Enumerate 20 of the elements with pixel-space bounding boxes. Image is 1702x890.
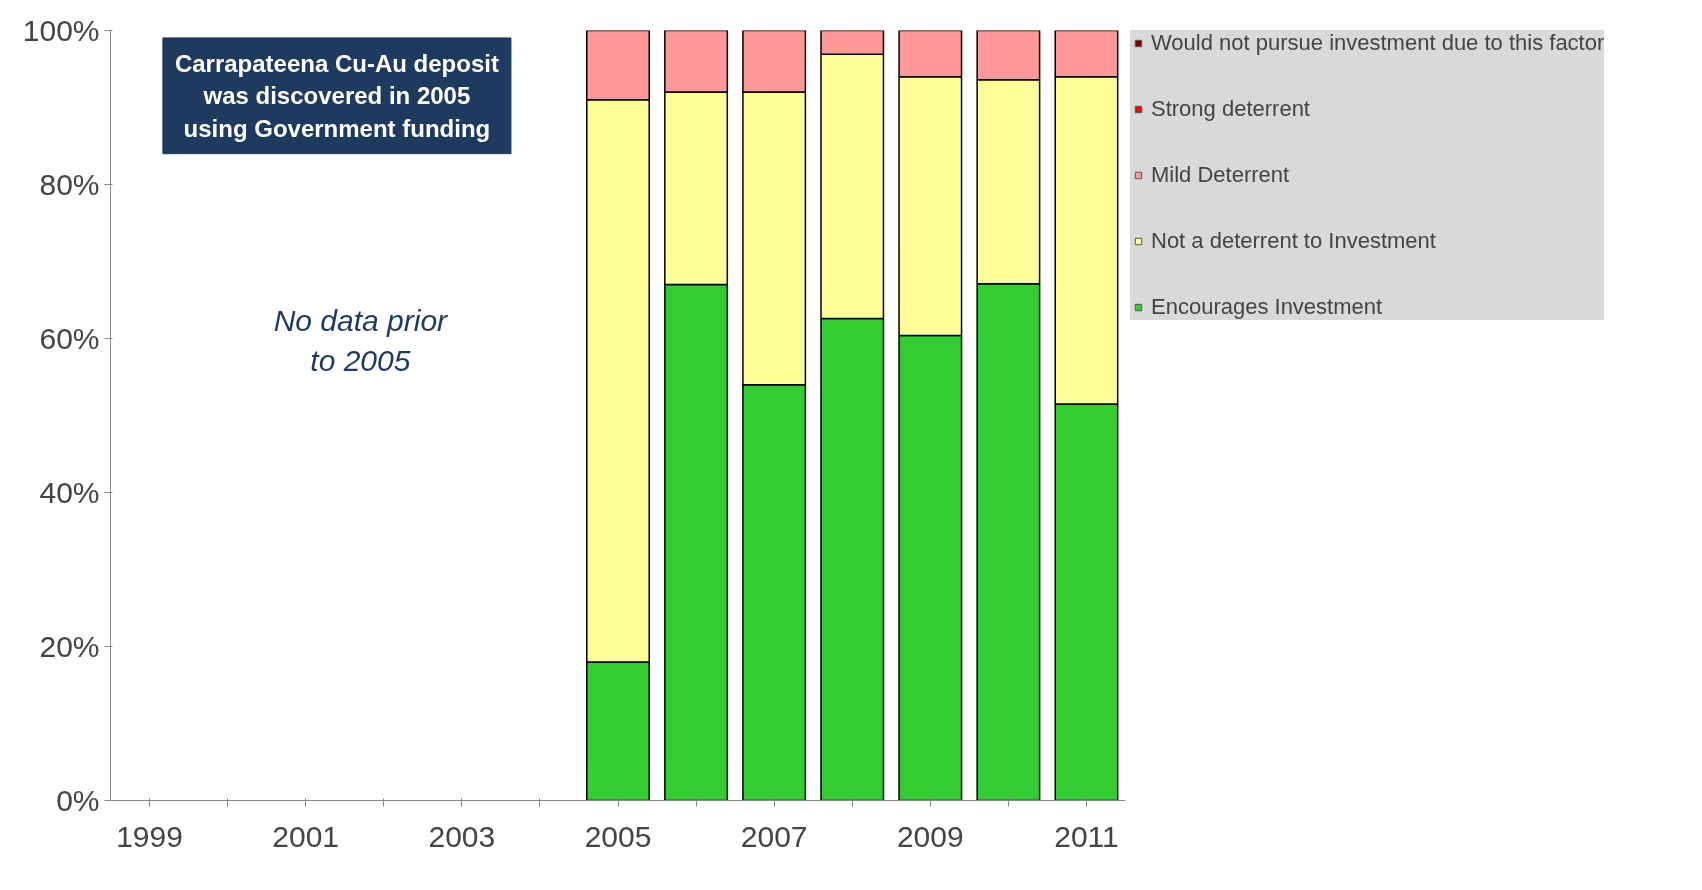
legend-label: Mild Deterrent [1151,162,1290,188]
annotation: Carrapateena Cu-Au deposit was discovered in 2005 using Government funding [174,49,499,142]
x-tick-label: 2003 [428,819,496,853]
legend-label: Not a deterrent to Investment [1151,228,1436,254]
x-tick-label: 2009 [896,819,964,853]
y-tick-label: 20% [39,630,100,663]
legend-label: Strong deterrent [1151,96,1310,122]
x-tick-label: 2001 [272,819,340,853]
annotation: No data prior to 2005 [273,304,449,377]
y-tick-label: 40% [39,476,100,509]
y-tick-label: 100% [22,14,100,47]
x-tick-label: 2007 [740,819,808,853]
x-tick-label: 1999 [116,819,183,853]
y-tick-label: 80% [39,168,100,201]
y-tick-label: 0% [56,784,100,817]
legend-label: Encourages Investment [1151,294,1383,320]
x-tick-label: 2011 [1054,819,1119,853]
x-tick-label: 2005 [584,819,652,853]
legend-label: Would not pursue investment due to this factor [1151,30,1605,56]
y-tick-label: 60% [39,322,100,355]
